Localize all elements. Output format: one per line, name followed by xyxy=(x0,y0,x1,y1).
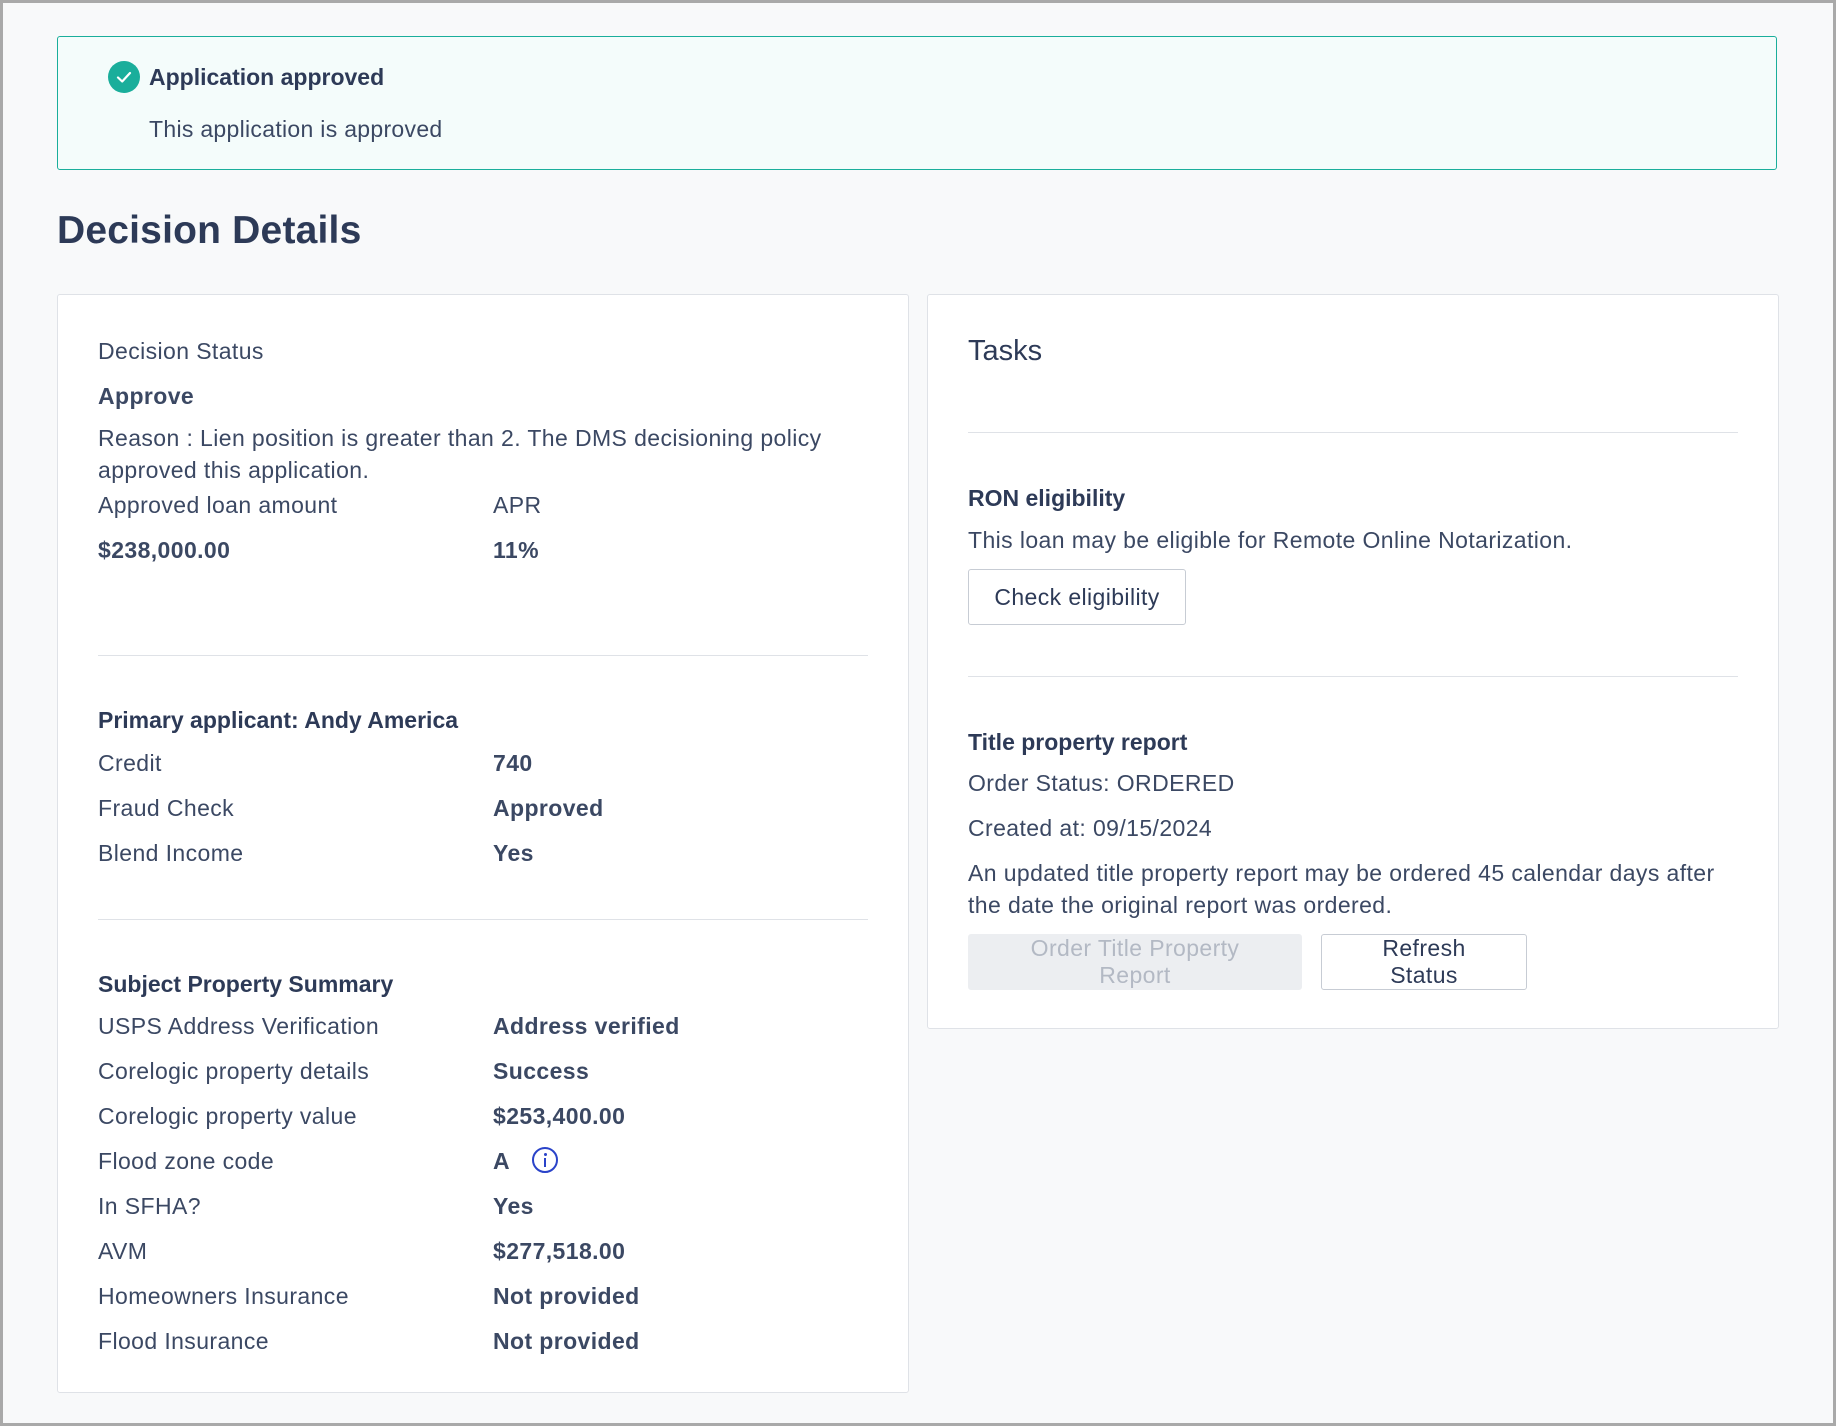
title-report-title: Title property report xyxy=(968,729,1188,755)
tasks-card: Tasks RON eligibility This loan may be e… xyxy=(927,294,1779,1029)
flood-zone-label: Flood zone code xyxy=(98,1148,275,1174)
homeowners-insurance-label: Homeowners Insurance xyxy=(98,1283,349,1309)
in-sfha-label: In SFHA? xyxy=(98,1193,201,1219)
check-eligibility-button[interactable]: Check eligibility xyxy=(968,569,1186,625)
divider xyxy=(98,655,868,656)
blend-income-value: Yes xyxy=(493,840,534,866)
apr-value: 11% xyxy=(493,537,539,563)
flood-insurance-value: Not provided xyxy=(493,1328,640,1354)
corelogic-value-label: Corelogic property value xyxy=(98,1103,357,1129)
divider xyxy=(968,432,1738,433)
loan-amount-value: $238,000.00 xyxy=(98,537,231,563)
info-icon[interactable] xyxy=(532,1147,558,1173)
decision-status-label: Decision Status xyxy=(98,338,264,364)
apr-label: APR xyxy=(493,492,542,518)
property-summary-title: Subject Property Summary xyxy=(98,971,394,997)
homeowners-insurance-value: Not provided xyxy=(493,1283,640,1309)
ron-eligibility-description: This loan may be eligible for Remote Onl… xyxy=(968,527,1573,553)
credit-label: Credit xyxy=(98,750,162,776)
usps-verification-value: Address verified xyxy=(493,1013,680,1039)
credit-value: 740 xyxy=(493,750,533,776)
ron-eligibility-title: RON eligibility xyxy=(968,485,1126,511)
blend-income-label: Blend Income xyxy=(98,840,244,866)
banner-title: Application approved xyxy=(149,64,385,90)
avm-label: AVM xyxy=(98,1238,148,1264)
flood-insurance-label: Flood Insurance xyxy=(98,1328,269,1354)
banner-message: This application is approved xyxy=(149,116,443,142)
flood-zone-value: A xyxy=(493,1148,511,1174)
check-circle-icon xyxy=(108,61,140,93)
decision-details-card: Decision Status Approve Reason : Lien po… xyxy=(57,294,909,1393)
corelogic-value-value: $253,400.00 xyxy=(493,1103,626,1129)
divider xyxy=(98,919,868,920)
decision-status-value: Approve xyxy=(98,383,195,409)
divider xyxy=(968,676,1738,677)
fraud-check-label: Fraud Check xyxy=(98,795,235,821)
tasks-title: Tasks xyxy=(968,335,1043,367)
refresh-status-button[interactable]: Refresh Status xyxy=(1321,934,1527,990)
in-sfha-value: Yes xyxy=(493,1193,534,1219)
title-report-note: An updated title property report may be … xyxy=(968,860,1715,918)
created-at: Created at: 09/15/2024 xyxy=(968,815,1213,841)
applicant-title: Primary applicant: Andy America xyxy=(98,707,459,733)
order-title-report-button[interactable]: Order Title Property Report xyxy=(968,934,1302,990)
avm-value: $277,518.00 xyxy=(493,1238,626,1264)
loan-amount-label: Approved loan amount xyxy=(98,492,338,518)
order-status: Order Status: ORDERED xyxy=(968,770,1235,796)
decision-reason: Reason : Lien position is greater than 2… xyxy=(98,425,822,483)
approval-banner: Application approved This application is… xyxy=(57,36,1777,170)
corelogic-details-label: Corelogic property details xyxy=(98,1058,370,1084)
fraud-check-value: Approved xyxy=(493,795,604,821)
usps-verification-label: USPS Address Verification xyxy=(98,1013,380,1039)
page-title: Decision Details xyxy=(57,209,362,252)
corelogic-details-value: Success xyxy=(493,1058,590,1084)
